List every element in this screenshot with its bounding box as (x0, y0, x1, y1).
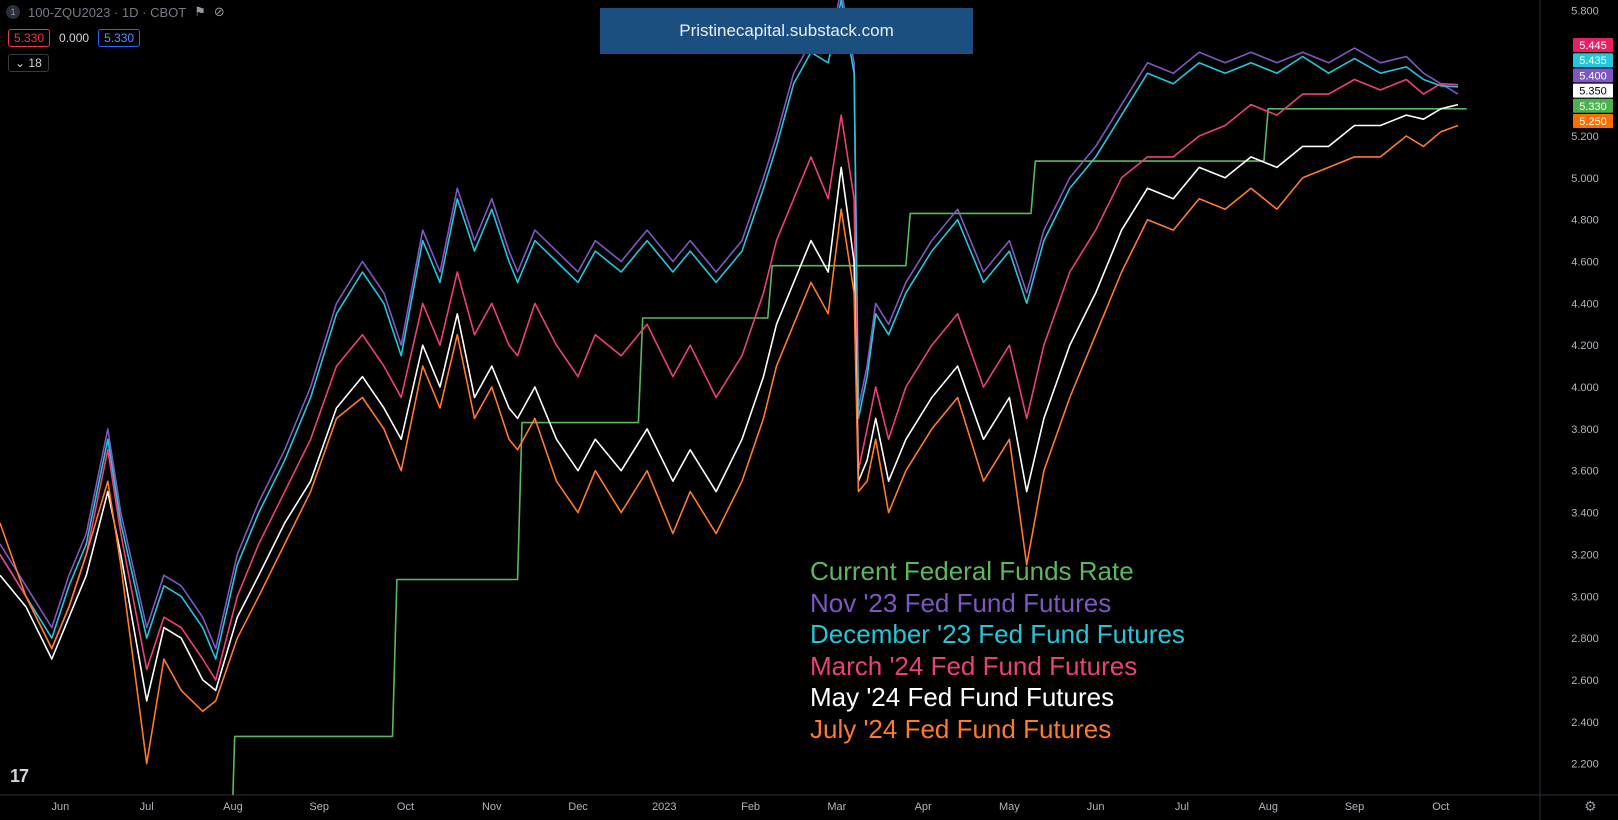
symbol-title[interactable]: 100-ZQU2023 · 1D · CBOT (28, 4, 187, 20)
y-tick-label: 2.200 (1571, 759, 1599, 771)
x-tick-label: Nov (482, 801, 502, 813)
chevron-down-icon: ⌄ (15, 56, 26, 70)
series-line-1 (0, 0, 1459, 650)
legend-item-nov-23: Nov '23 Fed Fund Futures (810, 587, 1112, 618)
counter-value: 18 (28, 56, 42, 70)
legend-item-fed-funds-rate: Current Federal Funds Rate (810, 556, 1134, 586)
price-badge (1573, 68, 1613, 83)
values-row: 5.330 0.000 5.330 (8, 29, 141, 47)
x-tick-label: Jul (1175, 801, 1189, 813)
chart-legend: Current Federal Funds Rate Nov '23 Fed F… (810, 556, 1185, 745)
price-badge (1573, 98, 1613, 113)
legend-item-mar-24: March '24 Fed Fund Futures (810, 650, 1138, 681)
x-tick-label: Aug (223, 801, 243, 813)
y-tick-label: 2.800 (1571, 633, 1599, 645)
x-tick-label: Feb (741, 801, 760, 813)
price-badge-label: 5.400 (1579, 70, 1607, 82)
price-badge (1573, 53, 1613, 68)
spread-value: 0.000 (59, 31, 90, 45)
y-tick-label: 4.800 (1571, 215, 1599, 227)
y-tick-label: 3.400 (1571, 508, 1599, 520)
series-line-0 (232, 108, 1467, 796)
price-badge (1573, 83, 1613, 98)
series-line-2 (0, 0, 1459, 660)
price-badge-label: 5.330 (1579, 101, 1607, 113)
y-tick-label: 3.200 (1571, 549, 1599, 561)
series-line-5 (0, 124, 1459, 765)
y-tick-label: 2.600 (1571, 675, 1599, 687)
price-badge-label: 5.350 (1579, 86, 1607, 98)
eye-hidden-icon[interactable]: ⊘ (213, 4, 225, 19)
legend-item-jul-24: July '24 Fed Fund Futures (810, 713, 1112, 744)
watermark-banner: Pristinecapital.substack.com (600, 8, 973, 54)
series-line-3 (0, 78, 1459, 681)
x-tick-label: Oct (397, 801, 414, 813)
y-tick-label: 5.200 (1571, 131, 1599, 143)
tradingview-logo-icon[interactable]: 17 (10, 766, 29, 786)
flag-icon[interactable]: ⚑ (194, 4, 206, 19)
y-tick-label: 3.800 (1571, 424, 1599, 436)
x-tick-label: Apr (915, 801, 932, 813)
legend-item-may-24: May '24 Fed Fund Futures (810, 682, 1115, 712)
x-tick-label: May (999, 801, 1020, 813)
gear-icon[interactable]: ⚙ (1584, 798, 1597, 814)
sell-value-box[interactable]: 5.330 (8, 29, 51, 47)
symbol-logo-icon: 1 (6, 5, 20, 19)
y-tick-label: 4.000 (1571, 382, 1599, 394)
y-tick-label: 3.000 (1571, 591, 1599, 603)
price-badge (1573, 114, 1613, 128)
y-tick-label: 5.000 (1571, 173, 1599, 185)
x-tick-label: Aug (1258, 801, 1278, 813)
x-tick-label: Oct (1432, 801, 1449, 813)
buy-value-box[interactable]: 5.330 (98, 29, 141, 47)
x-tick-label: Jun (1087, 801, 1105, 813)
legend-item-dec-23: December '23 Fed Fund Futures (810, 619, 1185, 649)
y-tick-label: 5.800 (1571, 5, 1599, 17)
x-tick-label: 2023 (652, 801, 676, 813)
x-tick-label: Dec (568, 801, 588, 813)
series-line-4 (0, 103, 1459, 702)
x-tick-label: Jul (140, 801, 154, 813)
price-badge (1573, 38, 1613, 52)
y-tick-label: 4.200 (1571, 340, 1599, 352)
x-tick-label: Sep (1345, 801, 1365, 813)
price-badge-label: 5.445 (1579, 40, 1607, 52)
banner-text: Pristinecapital.substack.com (679, 21, 894, 40)
y-tick-label: 4.600 (1571, 257, 1599, 269)
price-badge-label: 5.250 (1579, 116, 1607, 128)
price-badge-label: 5.435 (1579, 55, 1607, 67)
x-tick-label: Jun (52, 801, 70, 813)
x-tick-label: Mar (827, 801, 846, 813)
symbol-header: 1 100-ZQU2023 · 1D · CBOT ⚑ ⊘ (6, 4, 225, 20)
y-tick-label: 2.400 (1571, 717, 1599, 729)
indicator-counter[interactable]: ⌄ 18 (8, 54, 49, 72)
y-tick-label: 3.600 (1571, 466, 1599, 478)
x-tick-label: Sep (309, 801, 329, 813)
y-tick-label: 4.400 (1571, 298, 1599, 310)
